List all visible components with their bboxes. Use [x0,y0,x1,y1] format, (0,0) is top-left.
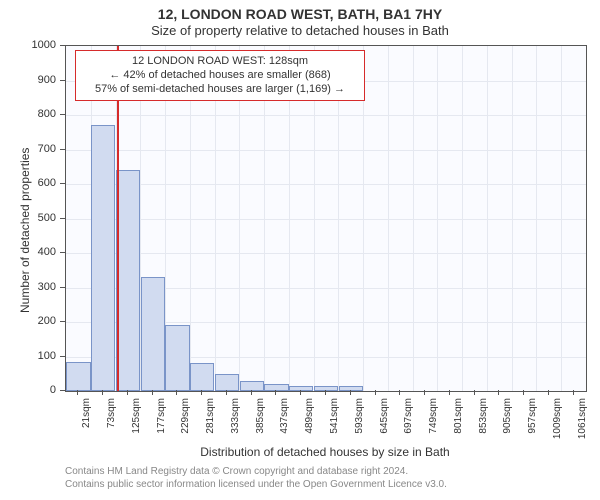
annotation-line: 57% of semi-detached houses are larger (… [84,83,356,97]
footer-line: Contains public sector information licen… [65,478,447,491]
y-tick-label: 1000 [0,39,56,51]
x-tick-label: 385sqm [255,398,266,448]
x-tick-label: 21sqm [81,398,92,448]
grid-line-v [413,46,414,391]
x-tick-label: 333sqm [230,398,241,448]
chart-bar [240,381,264,391]
y-tick [60,356,65,357]
y-tick [60,45,65,46]
y-tick [60,183,65,184]
x-tick-label: 489sqm [304,398,315,448]
chart-bar [165,325,189,391]
x-tick-label: 957sqm [527,398,538,448]
x-tick [498,390,499,395]
x-tick [176,390,177,395]
chart-bar [91,125,115,391]
x-tick-label: 177sqm [156,398,167,448]
chart-bar [339,386,363,391]
chart-bar [215,374,239,391]
x-tick [548,390,549,395]
x-tick-label: 281sqm [205,398,216,448]
x-tick [127,390,128,395]
x-tick-label: 697sqm [403,398,414,448]
chart-footer: Contains HM Land Registry data © Crown c… [65,465,447,491]
x-tick [325,390,326,395]
x-tick [375,390,376,395]
x-tick-label: 125sqm [131,398,142,448]
x-tick [523,390,524,395]
x-tick-label: 1009sqm [552,398,563,448]
y-tick-label: 700 [0,143,56,155]
x-tick [573,390,574,395]
chart-annotation: 12 LONDON ROAD WEST: 128sqm ← 42% of det… [75,50,365,101]
y-tick [60,287,65,288]
x-tick [77,390,78,395]
x-tick-label: 73sqm [106,398,117,448]
x-tick [275,390,276,395]
x-tick-label: 645sqm [379,398,390,448]
grid-line-v [462,46,463,391]
grid-line-v [512,46,513,391]
chart-bar [190,363,214,391]
grid-line-v [437,46,438,391]
y-tick-label: 200 [0,315,56,327]
y-tick-label: 100 [0,350,56,362]
grid-line-v [388,46,389,391]
y-tick [60,149,65,150]
grid-line-h [66,219,586,220]
annotation-line: 12 LONDON ROAD WEST: 128sqm [84,55,356,69]
grid-line-v [561,46,562,391]
annotation-line: ← 42% of detached houses are smaller (86… [84,69,356,83]
x-tick [152,390,153,395]
chart-bar [116,170,140,391]
grid-line-h [66,253,586,254]
y-tick-label: 300 [0,281,56,293]
x-tick [474,390,475,395]
footer-line: Contains HM Land Registry data © Crown c… [65,465,447,478]
grid-line-v [487,46,488,391]
x-tick [424,390,425,395]
page-subtitle: Size of property relative to detached ho… [0,23,600,41]
grid-line-v [536,46,537,391]
x-tick-label: 749sqm [428,398,439,448]
x-tick-label: 593sqm [354,398,365,448]
y-tick [60,252,65,253]
y-tick-label: 600 [0,177,56,189]
x-tick [300,390,301,395]
y-tick [60,80,65,81]
y-tick-label: 500 [0,212,56,224]
x-tick-label: 437sqm [279,398,290,448]
grid-line-h [66,184,586,185]
y-tick [60,390,65,391]
chart-bar [66,362,90,391]
page-title: 12, LONDON ROAD WEST, BATH, BA1 7HY [0,0,600,23]
y-tick [60,218,65,219]
x-tick-label: 853sqm [478,398,489,448]
x-tick-label: 229sqm [180,398,191,448]
grid-line-h [66,150,586,151]
x-tick [102,390,103,395]
y-tick [60,114,65,115]
grid-line-h [66,115,586,116]
x-tick [449,390,450,395]
x-tick-label: 801sqm [453,398,464,448]
y-tick-label: 900 [0,74,56,86]
x-tick [251,390,252,395]
y-tick [60,321,65,322]
chart-bar [141,277,165,391]
x-tick [350,390,351,395]
x-tick-label: 905sqm [502,398,513,448]
x-tick [226,390,227,395]
x-tick-label: 541sqm [329,398,340,448]
y-tick-label: 400 [0,246,56,258]
x-tick-label: 1061sqm [577,398,588,448]
y-tick-label: 800 [0,108,56,120]
y-tick-label: 0 [0,384,56,396]
x-tick [201,390,202,395]
x-tick [399,390,400,395]
